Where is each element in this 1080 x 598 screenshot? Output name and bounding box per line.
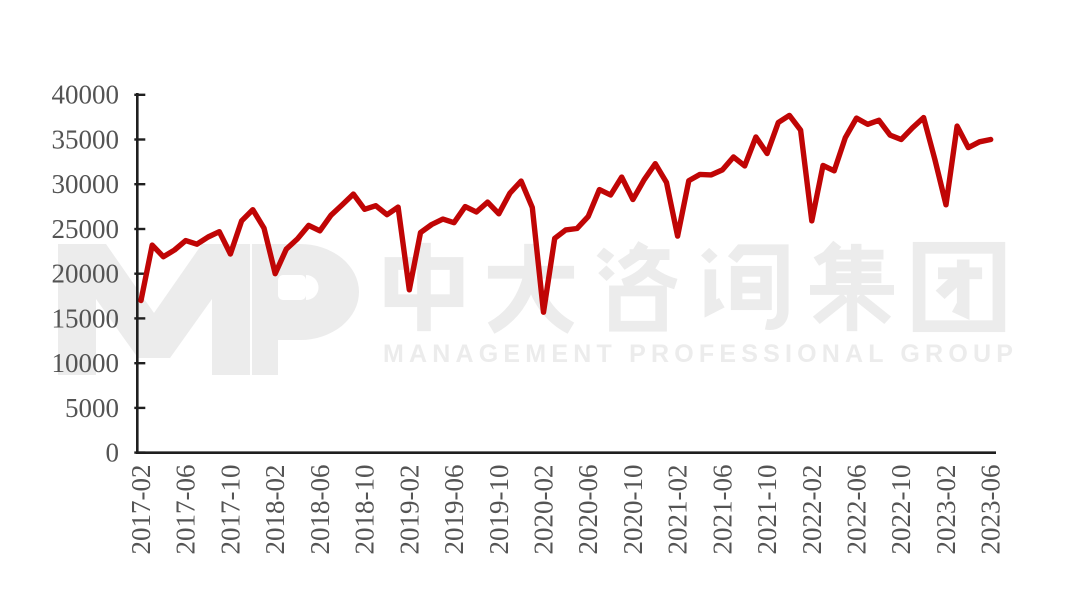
svg-text:2019-02: 2019-02 bbox=[394, 465, 424, 555]
svg-text:2020-06: 2020-06 bbox=[573, 465, 603, 555]
svg-text:2019-06: 2019-06 bbox=[439, 465, 469, 555]
svg-text:2019-10: 2019-10 bbox=[484, 465, 514, 555]
svg-text:25000: 25000 bbox=[52, 214, 120, 244]
svg-text:2018-06: 2018-06 bbox=[305, 465, 335, 555]
svg-text:10000: 10000 bbox=[52, 348, 120, 378]
svg-text:2021-10: 2021-10 bbox=[752, 465, 782, 555]
svg-text:2023-02: 2023-02 bbox=[931, 465, 961, 555]
svg-text:2022-02: 2022-02 bbox=[797, 465, 827, 555]
svg-text:40000: 40000 bbox=[52, 80, 120, 110]
svg-text:2021-02: 2021-02 bbox=[663, 465, 693, 555]
svg-text:2022-06: 2022-06 bbox=[842, 465, 872, 555]
svg-text:5000: 5000 bbox=[65, 393, 119, 423]
svg-text:30000: 30000 bbox=[52, 169, 120, 199]
svg-text:2017-06: 2017-06 bbox=[171, 465, 201, 555]
svg-text:35000: 35000 bbox=[52, 124, 120, 154]
svg-text:2020-10: 2020-10 bbox=[618, 465, 648, 555]
svg-text:MANAGEMENT PROFESSIONAL GROUP: MANAGEMENT PROFESSIONAL GROUP bbox=[383, 340, 1018, 368]
svg-text:2020-02: 2020-02 bbox=[529, 465, 559, 555]
svg-text:15000: 15000 bbox=[52, 303, 120, 333]
svg-text:2023-06: 2023-06 bbox=[976, 465, 1006, 555]
svg-text:0: 0 bbox=[106, 438, 120, 468]
svg-text:2022-10: 2022-10 bbox=[886, 465, 916, 555]
svg-text:2021-06: 2021-06 bbox=[707, 465, 737, 555]
svg-text:2018-02: 2018-02 bbox=[260, 465, 290, 555]
svg-text:2017-02: 2017-02 bbox=[126, 465, 156, 555]
svg-text:2018-10: 2018-10 bbox=[350, 465, 380, 555]
svg-text:20000: 20000 bbox=[52, 259, 120, 289]
svg-text:2017-10: 2017-10 bbox=[215, 465, 245, 555]
